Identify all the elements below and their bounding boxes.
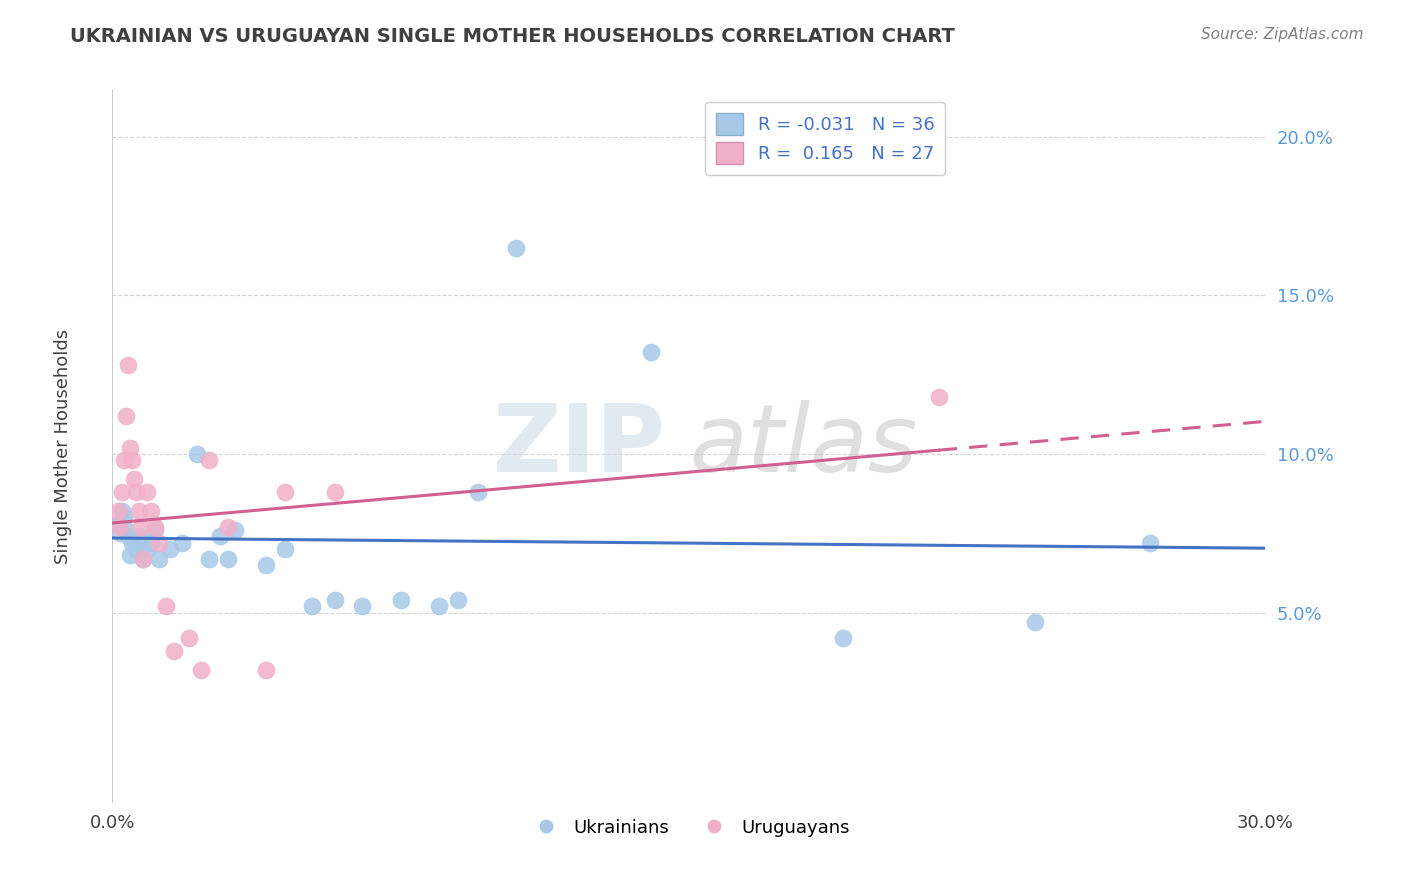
Point bbox=[197, 453, 219, 467]
Point bbox=[128, 504, 150, 518]
Point bbox=[447, 592, 470, 607]
Point bbox=[129, 520, 153, 534]
Point bbox=[111, 485, 134, 500]
Text: ZIP: ZIP bbox=[494, 400, 666, 492]
Point bbox=[179, 631, 201, 645]
Point bbox=[136, 485, 159, 500]
Point bbox=[389, 592, 412, 607]
Point bbox=[124, 485, 146, 500]
Point bbox=[170, 535, 193, 549]
Point bbox=[121, 453, 143, 467]
Point bbox=[115, 409, 138, 423]
Point bbox=[254, 558, 277, 572]
Point bbox=[209, 529, 232, 543]
Text: Source: ZipAtlas.com: Source: ZipAtlas.com bbox=[1201, 27, 1364, 42]
Text: atlas: atlas bbox=[689, 401, 917, 491]
Point bbox=[112, 453, 135, 467]
Point bbox=[301, 599, 323, 614]
Point bbox=[640, 345, 662, 359]
Point bbox=[197, 551, 219, 566]
Point bbox=[118, 441, 141, 455]
Point bbox=[108, 526, 131, 541]
Point bbox=[352, 599, 374, 614]
Point bbox=[325, 592, 347, 607]
Point bbox=[132, 551, 155, 566]
Text: UKRAINIAN VS URUGUAYAN SINGLE MOTHER HOUSEHOLDS CORRELATION CHART: UKRAINIAN VS URUGUAYAN SINGLE MOTHER HOU… bbox=[70, 27, 955, 45]
Point bbox=[111, 504, 134, 518]
Point bbox=[186, 447, 208, 461]
Point bbox=[224, 523, 246, 537]
Point bbox=[148, 551, 170, 566]
Point bbox=[122, 472, 145, 486]
Point bbox=[112, 510, 135, 524]
Text: Single Mother Households: Single Mother Households bbox=[55, 328, 72, 564]
Point bbox=[117, 529, 139, 543]
Point bbox=[254, 663, 277, 677]
Point bbox=[163, 643, 186, 657]
Point bbox=[128, 529, 150, 543]
Point bbox=[217, 551, 239, 566]
Point bbox=[274, 542, 297, 557]
Point bbox=[139, 504, 162, 518]
Point bbox=[467, 485, 489, 500]
Point bbox=[139, 535, 162, 549]
Point bbox=[118, 549, 141, 563]
Point bbox=[148, 535, 170, 549]
Point bbox=[1024, 615, 1046, 629]
Point bbox=[155, 599, 177, 614]
Point bbox=[190, 663, 212, 677]
Point bbox=[124, 542, 146, 557]
Point bbox=[427, 599, 450, 614]
Point bbox=[217, 520, 239, 534]
Point bbox=[143, 523, 166, 537]
Point bbox=[107, 516, 129, 531]
Point bbox=[115, 523, 138, 537]
Point bbox=[121, 535, 143, 549]
Point bbox=[505, 241, 527, 255]
Point bbox=[107, 504, 129, 518]
Point bbox=[159, 542, 181, 557]
Point bbox=[136, 542, 159, 557]
Point bbox=[928, 390, 950, 404]
Point bbox=[143, 520, 166, 534]
Point bbox=[274, 485, 297, 500]
Point bbox=[117, 358, 139, 372]
Point bbox=[132, 551, 155, 566]
Point bbox=[325, 485, 347, 500]
Point bbox=[108, 520, 131, 534]
Legend: Ukrainians, Uruguayans: Ukrainians, Uruguayans bbox=[520, 812, 858, 844]
Point bbox=[831, 631, 853, 645]
Point bbox=[1139, 535, 1161, 549]
